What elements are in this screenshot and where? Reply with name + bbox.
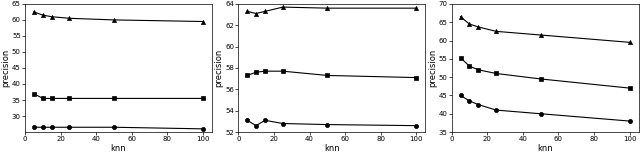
X-axis label: knn: knn bbox=[111, 144, 126, 153]
X-axis label: knn: knn bbox=[324, 144, 340, 153]
Y-axis label: precision: precision bbox=[428, 49, 437, 87]
X-axis label: knn: knn bbox=[538, 144, 553, 153]
Y-axis label: precision: precision bbox=[1, 49, 10, 87]
Y-axis label: precision: precision bbox=[215, 49, 224, 87]
